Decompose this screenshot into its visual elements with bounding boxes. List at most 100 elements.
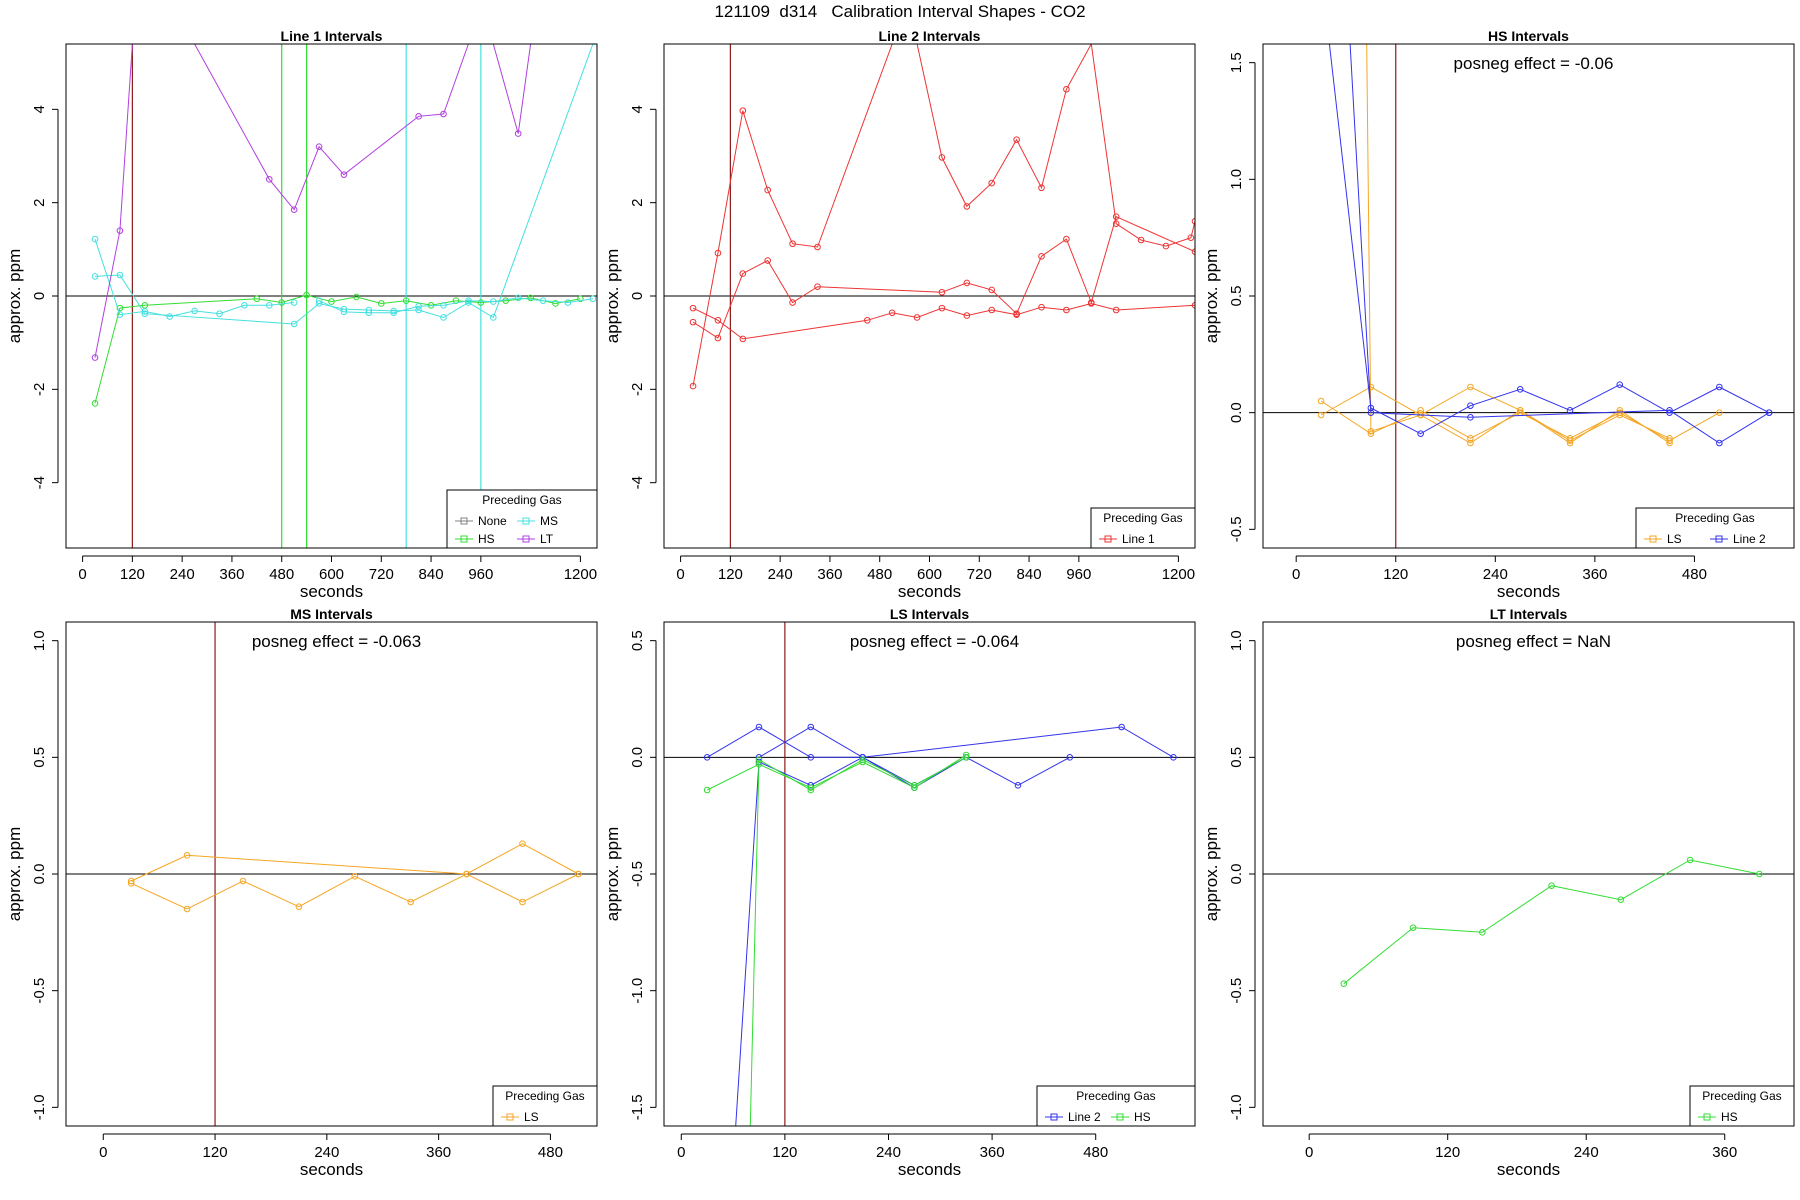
plot-frame bbox=[65, 621, 598, 1127]
data-point bbox=[1548, 882, 1555, 889]
panel-4: 0 120 240 360 480 -1.0 -0.5 0.0 0.5 1.0 MS Interva… bbox=[5, 606, 598, 1179]
data-point bbox=[1038, 253, 1045, 260]
data-point bbox=[1467, 439, 1474, 447]
series-line bbox=[692, 216, 1195, 339]
data-point bbox=[265, 302, 273, 309]
y-tick-label: -4 bbox=[629, 476, 646, 489]
series-line bbox=[94, 294, 581, 404]
data-point bbox=[988, 306, 996, 314]
data-point bbox=[116, 311, 124, 318]
legend-swatch-marker bbox=[1050, 1113, 1058, 1121]
x-tick-label: 0 bbox=[677, 1144, 685, 1161]
y-tick-label: -0.5 bbox=[31, 978, 48, 1004]
data-point bbox=[1417, 407, 1424, 414]
y-tick-label: -1.0 bbox=[629, 978, 646, 1004]
data-point bbox=[564, 299, 572, 306]
data-point bbox=[1162, 242, 1170, 250]
posneg-annotation: posneg effect = -0.06 bbox=[1454, 54, 1614, 73]
data-point bbox=[714, 249, 722, 257]
data-point bbox=[489, 314, 497, 321]
y-tick-label: 0.5 bbox=[1228, 747, 1245, 768]
plot-area bbox=[1263, 856, 1794, 987]
y-tick-label: 1.5 bbox=[1228, 52, 1245, 73]
legend-title: Preceding Gas bbox=[505, 1089, 584, 1103]
data-point bbox=[1112, 213, 1120, 220]
legend-swatch-marker bbox=[1703, 1113, 1711, 1121]
data-point bbox=[116, 304, 124, 312]
legend-swatch-marker bbox=[1104, 535, 1112, 543]
y-tick-label: 1.0 bbox=[31, 630, 48, 651]
data-point bbox=[1038, 303, 1045, 311]
panel-title: HS Intervals bbox=[1488, 28, 1569, 44]
legend-entry-label: LS bbox=[1667, 532, 1682, 546]
data-point bbox=[1686, 856, 1694, 864]
data-point bbox=[1516, 407, 1524, 414]
x-axis-label: seconds bbox=[898, 582, 961, 601]
data-point bbox=[290, 206, 298, 213]
x-tick-label: 0 bbox=[1292, 566, 1300, 583]
data-point bbox=[739, 107, 747, 115]
panel-title: LT Intervals bbox=[1490, 606, 1568, 622]
data-point bbox=[789, 299, 796, 306]
data-point bbox=[407, 898, 414, 906]
y-axis-label: approx. ppm bbox=[1202, 249, 1221, 344]
data-point bbox=[402, 297, 410, 304]
data-point bbox=[295, 903, 303, 910]
data-point bbox=[589, 295, 597, 303]
data-point bbox=[1467, 435, 1474, 442]
x-axis-label: seconds bbox=[300, 582, 363, 601]
data-point bbox=[315, 297, 323, 304]
legend-swatch-marker bbox=[460, 535, 468, 543]
legend-box bbox=[446, 489, 598, 549]
x-tick-label: 360 bbox=[817, 566, 842, 583]
data-point bbox=[1087, 300, 1095, 307]
data-point bbox=[514, 294, 522, 302]
data-point bbox=[552, 300, 559, 307]
data-point bbox=[689, 382, 697, 390]
posneg-annotation: posneg effect = -0.063 bbox=[252, 632, 421, 651]
y-tick-label: 1.0 bbox=[1228, 169, 1245, 190]
data-point bbox=[183, 905, 191, 913]
data-point bbox=[1716, 409, 1723, 416]
y-tick-label: 4 bbox=[31, 105, 48, 113]
data-point bbox=[1467, 402, 1474, 409]
data-point bbox=[913, 314, 921, 321]
data-point bbox=[183, 852, 191, 859]
data-point bbox=[755, 756, 763, 763]
panel-5: 0 120 240 360 480 -1.5 -1.0 -0.5 0.0 0.5 LS Interv… bbox=[603, 606, 1196, 1179]
data-point bbox=[290, 299, 298, 306]
x-tick-label: 480 bbox=[538, 1144, 563, 1161]
x-tick-label: 0 bbox=[78, 566, 86, 583]
x-tick-label: 240 bbox=[314, 1144, 339, 1161]
x-tick-label: 480 bbox=[867, 566, 892, 583]
series-line bbox=[94, 44, 133, 358]
data-point bbox=[353, 293, 360, 301]
x-axis-label: seconds bbox=[1497, 1160, 1560, 1179]
data-point bbox=[938, 304, 946, 312]
data-point bbox=[859, 756, 866, 763]
plot-area bbox=[664, 622, 1195, 1126]
data-point bbox=[477, 299, 485, 306]
data-point bbox=[1666, 435, 1673, 442]
series-line bbox=[1328, 44, 1770, 435]
data-point bbox=[911, 782, 918, 789]
y-tick-label: 2 bbox=[31, 198, 48, 206]
data-point bbox=[1666, 407, 1673, 414]
data-point bbox=[962, 754, 970, 761]
data-point bbox=[575, 870, 582, 878]
data-point bbox=[1118, 723, 1125, 731]
data-point bbox=[807, 786, 815, 794]
x-tick-label: 0 bbox=[99, 1144, 107, 1161]
series-line bbox=[692, 44, 1195, 387]
y-tick-label: 0.5 bbox=[1228, 286, 1245, 307]
data-point bbox=[1317, 411, 1325, 419]
plot-frame bbox=[1262, 621, 1795, 1127]
y-tick-label: 0 bbox=[629, 292, 646, 300]
data-point bbox=[377, 300, 385, 307]
y-tick-label: 2 bbox=[629, 198, 646, 206]
data-point bbox=[539, 297, 547, 304]
x-tick-label: 240 bbox=[170, 566, 195, 583]
series-line bbox=[706, 754, 967, 791]
x-tick-label: 720 bbox=[967, 566, 992, 583]
data-point bbox=[1616, 381, 1624, 388]
